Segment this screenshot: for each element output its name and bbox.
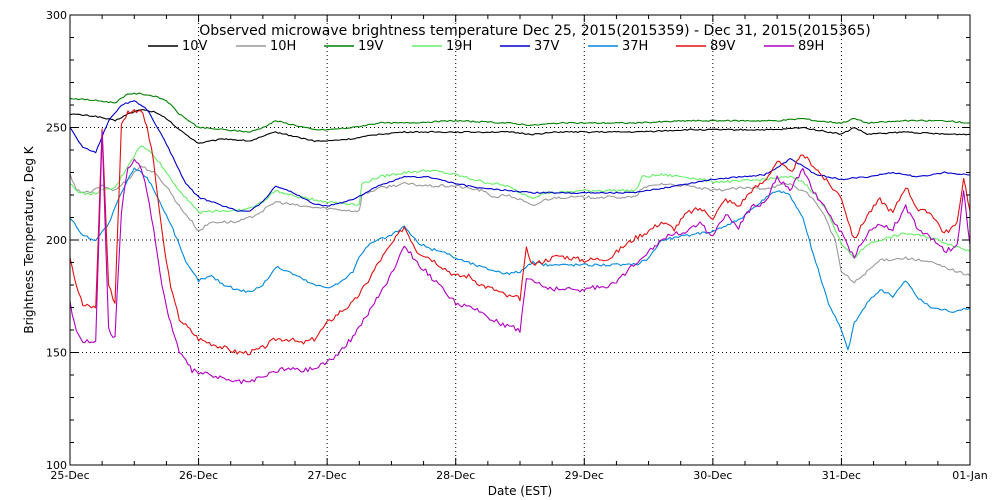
y-tick-label: 250 [46,122,67,135]
x-tick-label: 27-Dec [308,469,347,482]
series-line-19v [69,92,971,133]
y-tick-label: 100 [46,459,67,472]
series-line-89v [69,109,971,356]
legend: 10V 10H 19V 19H 37V 37H 89V 89H [148,39,824,54]
x-tick-label: 29-Dec [565,469,604,482]
legend-label-37v: 37V [534,39,560,54]
gridlines [70,15,970,465]
y-tick-label: 200 [46,234,67,247]
y-tick-label: 300 [46,9,67,22]
x-axis-ticks: 25-Dec 26-Dec 27-Dec 28-Dec 29-Dec 30-Dec 31-D… [50,15,988,482]
y-tick-label: 150 [46,347,67,360]
x-axis-label: Date (EST) [488,484,552,498]
x-tick-label: 25-Dec [50,469,89,482]
series-line-10v [69,109,971,144]
legend-label-37h: 37H [622,39,648,54]
series-line-37v [69,100,971,212]
x-tick-label: 28-Dec [436,469,475,482]
series-line-37h [69,167,971,351]
y-axis-ticks: 100 150 200 250 300 [46,9,970,472]
series-line-89h [69,130,971,385]
legend-label-19h: 19H [446,39,472,54]
legend-label-19v: 19V [358,39,384,54]
x-tick-label: 01-Jan [952,469,988,482]
x-tick-label: 30-Dec [693,469,732,482]
x-tick-label: 31-Dec [822,469,861,482]
series-line-10h [69,165,971,284]
chart-title: Observed microwave brightness temperatur… [199,23,870,39]
series-lines [69,92,971,385]
legend-label-89v: 89V [710,39,736,54]
legend-label-10v: 10V [182,39,208,54]
legend-label-10h: 10H [270,39,296,54]
x-tick-label: 26-Dec [179,469,218,482]
y-axis-label: Brightness Temperature, Deg K [22,145,36,333]
legend-label-89h: 89H [798,39,824,54]
